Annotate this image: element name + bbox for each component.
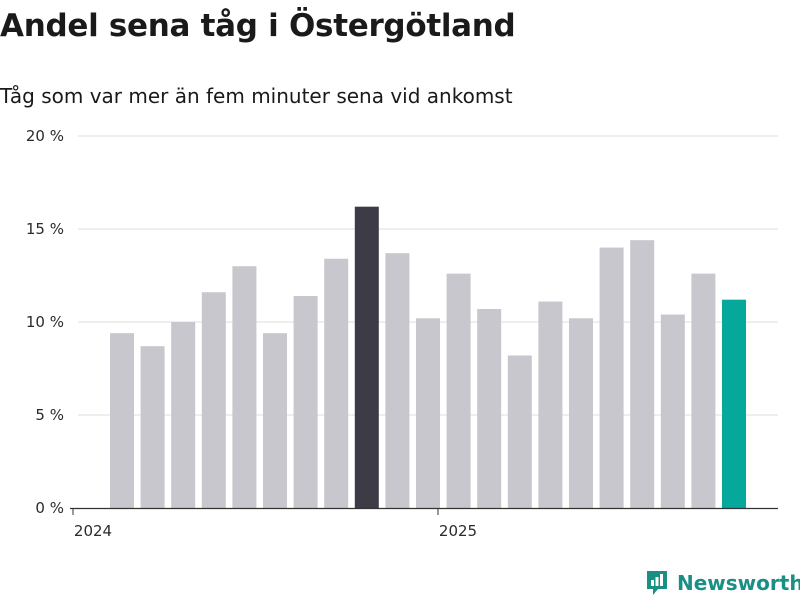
y-tick-label: 15 % bbox=[26, 220, 64, 238]
brand-name: Newsworthy bbox=[677, 571, 800, 595]
bar-2025-06 bbox=[630, 240, 655, 508]
bar-2025-07 bbox=[660, 314, 685, 508]
bars bbox=[110, 206, 746, 508]
bar-2024-10 bbox=[385, 253, 410, 508]
bar-2024-12 bbox=[446, 273, 471, 508]
bar-2025-03 bbox=[538, 301, 563, 508]
bar-2024-03 bbox=[171, 322, 196, 508]
y-tick-label: 0 % bbox=[35, 499, 64, 517]
x-tick-label: 2025 bbox=[439, 522, 477, 540]
y-tick-label: 5 % bbox=[35, 406, 64, 424]
chart-subtitle: Tåg som var mer än fem minuter sena vid … bbox=[0, 84, 513, 108]
y-tick-label: 10 % bbox=[26, 313, 64, 331]
y-tick-label: 20 % bbox=[26, 127, 64, 145]
chart-title: Andel sena tåg i Östergötland bbox=[0, 8, 516, 44]
bar-2024-09 bbox=[354, 206, 379, 508]
x-axis: 2024 2025 bbox=[70, 507, 778, 540]
bar-2024-08 bbox=[324, 258, 349, 508]
bar-2025-08 bbox=[691, 273, 716, 508]
bar-2025-01 bbox=[477, 308, 502, 508]
bar-2025-04 bbox=[569, 318, 593, 508]
bar-2025-09 bbox=[722, 299, 746, 508]
bar-2024-07 bbox=[293, 295, 318, 508]
bar-2024-05 bbox=[232, 266, 257, 508]
bar-2024-11 bbox=[416, 318, 440, 508]
bar-2024-01 bbox=[110, 333, 134, 508]
bar-2024-04 bbox=[201, 292, 226, 508]
y-axis: 0 % 5 % 10 % 15 % 20 % bbox=[26, 127, 64, 517]
newsworthy-icon bbox=[647, 571, 667, 595]
x-tick-label: 2024 bbox=[74, 522, 112, 540]
bar-2024-06 bbox=[263, 333, 287, 508]
bar-2025-02 bbox=[507, 355, 532, 508]
newsworthy-logo[interactable]: Newsworthy bbox=[645, 568, 800, 598]
bar-2024-02 bbox=[140, 346, 165, 508]
bar-2025-05 bbox=[599, 247, 624, 508]
